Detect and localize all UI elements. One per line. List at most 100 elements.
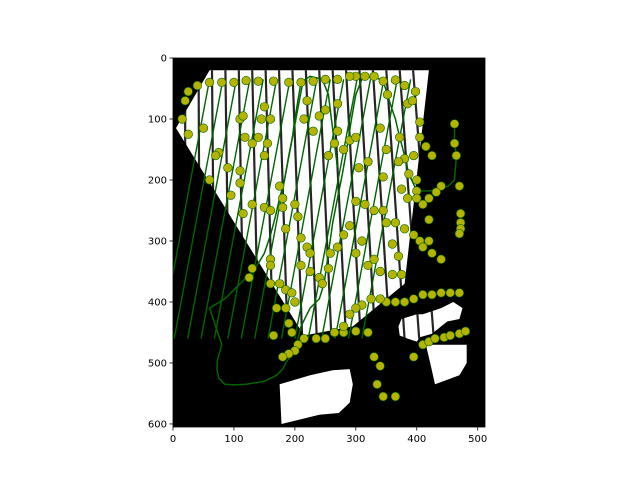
waypoint-marker (363, 157, 373, 167)
waypoint-marker (460, 326, 471, 336)
row-path-8 (267, 79, 318, 339)
waypoint-marker (296, 233, 306, 243)
waypoint-marker (436, 181, 446, 191)
waypoint-marker (403, 193, 413, 203)
row-path-2 (186, 79, 238, 339)
waypoint-marker (351, 132, 361, 142)
row-path-13 (334, 79, 385, 339)
waypoint-marker (284, 77, 294, 87)
row-gap-15 (385, 70, 406, 339)
waypoint-marker (265, 279, 276, 289)
waypoint-marker (424, 215, 434, 225)
waypoint-marker (354, 163, 364, 173)
waypoint-marker (332, 74, 343, 84)
waypoint-marker (323, 150, 333, 161)
waypoint-marker (393, 251, 404, 261)
waypoint-marker (351, 326, 361, 336)
row-gap-14 (371, 70, 392, 339)
waypoint-marker (427, 290, 437, 300)
waypoint-marker (293, 211, 303, 222)
waypoint-marker (259, 102, 270, 112)
waypoint-marker (454, 181, 465, 191)
waypoint-marker (281, 303, 291, 313)
waypoint-marker (390, 391, 401, 402)
y-tick-label: 0 (161, 54, 167, 65)
mask-region-1 (279, 369, 353, 424)
waypoint-marker (418, 290, 428, 300)
waypoint-marker (378, 205, 388, 216)
waypoint-marker (396, 269, 407, 280)
waypoint-marker (265, 260, 276, 270)
waypoint-marker (275, 181, 285, 191)
waypoint-marker (412, 193, 422, 203)
waypoint-marker (436, 288, 446, 298)
waypoint-marker (421, 141, 431, 152)
waypoint-marker (323, 263, 333, 274)
waypoint-marker (415, 117, 425, 127)
waypoint-marker (180, 96, 190, 106)
y-tick-label: 100 (148, 114, 167, 125)
waypoint-marker (192, 80, 202, 91)
row-gap-9 (304, 70, 318, 339)
waypoint-marker (290, 199, 300, 209)
waypoint-marker (369, 71, 379, 81)
waypoint-marker (256, 114, 266, 124)
waypoint-marker (375, 123, 385, 133)
waypoint-marker (445, 288, 455, 298)
waypoint-marker (278, 202, 288, 213)
waypoint-marker (308, 126, 318, 136)
waypoint-marker (278, 352, 288, 362)
waypoint-marker (287, 327, 297, 338)
waypoint-marker (299, 333, 309, 344)
waypoint-marker (265, 205, 276, 216)
waypoint-marker (320, 333, 330, 344)
row-path-10 (294, 79, 345, 339)
waypoint-marker (424, 193, 434, 203)
waypoint-marker (262, 138, 273, 148)
waypoint-marker (407, 96, 418, 106)
waypoint-marker (454, 229, 465, 239)
y-tick-label: 400 (148, 297, 167, 308)
waypoint-marker (375, 294, 385, 304)
waypoint-marker (204, 175, 215, 185)
row-path-12 (320, 79, 372, 339)
waypoint-marker (381, 218, 391, 228)
waypoint-marker (351, 196, 361, 206)
waypoint-marker (395, 132, 405, 142)
waypoint-marker (390, 218, 401, 228)
y-tick-label: 200 (148, 175, 167, 186)
waypoint-marker (278, 193, 288, 203)
waypoint-marker (284, 318, 294, 328)
waypoint-marker (382, 89, 393, 100)
x-tick-label: 100 (224, 434, 243, 445)
waypoint-marker (281, 224, 291, 234)
y-tick-label: 500 (148, 358, 167, 369)
waypoint-marker (369, 205, 379, 216)
waypoint-marker (378, 172, 388, 182)
plot-inner (173, 58, 485, 427)
waypoint-marker (244, 272, 254, 283)
waypoint-marker (229, 77, 239, 87)
y-tick-label: 600 (148, 419, 167, 430)
waypoint-marker (418, 199, 428, 209)
waypoint-marker (369, 254, 379, 264)
waypoint-marker (372, 379, 382, 389)
waypoint-marker (217, 77, 227, 87)
waypoint-marker (396, 184, 407, 194)
waypoint-marker (378, 76, 388, 86)
waypoint-marker (424, 236, 434, 246)
waypoint-marker (430, 333, 440, 344)
waypoint-marker (247, 263, 257, 274)
waypoint-marker (427, 150, 437, 161)
waypoint-marker (235, 166, 245, 176)
waypoint-marker (253, 132, 263, 142)
waypoint-marker (369, 352, 379, 362)
waypoint-marker (259, 150, 270, 161)
waypoint-marker (454, 288, 465, 298)
waypoint-marker (360, 71, 370, 81)
waypoint-marker (390, 75, 401, 85)
waypoint-marker (271, 303, 282, 313)
axes: 0 100 200 300 400 500 0 100 200 300 400 500 600 (148, 54, 487, 446)
waypoint-marker (223, 163, 233, 173)
x-tick-label: 400 (407, 434, 426, 445)
